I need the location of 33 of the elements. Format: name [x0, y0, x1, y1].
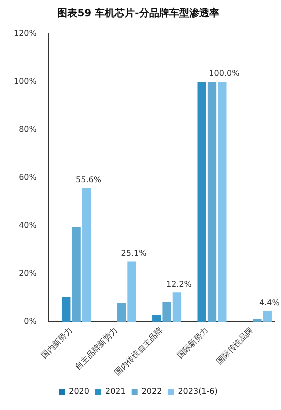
chart-title: 图表59 车机芯片-分品牌车型渗透率	[58, 8, 220, 20]
bar	[253, 319, 262, 322]
bar	[198, 82, 206, 322]
bar	[162, 302, 172, 322]
data-label: 25.1%	[121, 248, 148, 258]
x-tick-label: 国际新势力	[175, 326, 210, 361]
bar	[72, 227, 81, 322]
y-tick-label: 0%	[24, 317, 38, 326]
y-tick-label: 100%	[14, 77, 38, 86]
legend-label: 2021	[105, 387, 126, 396]
x-tick-label: 国内新势力	[40, 326, 74, 361]
y-tick-label: 80%	[19, 125, 38, 134]
bar	[152, 315, 162, 322]
bar	[128, 262, 136, 322]
bar	[263, 311, 272, 322]
legend-label: 2023(1-6)	[178, 387, 218, 396]
y-tick-label: 20%	[19, 269, 38, 278]
data-label: 12.2%	[166, 280, 192, 289]
bar	[172, 292, 182, 322]
data-label: 55.6%	[76, 176, 102, 185]
bar	[62, 297, 71, 322]
y-tick-label: 40%	[19, 221, 38, 230]
data-label: 100.0%	[209, 69, 240, 78]
legend-label: 2020	[69, 387, 90, 396]
y-tick-label: 60%	[19, 173, 38, 182]
bar	[208, 82, 217, 322]
data-label: 4.4%	[259, 298, 280, 308]
legend-label: 2022	[142, 387, 162, 396]
bar	[82, 188, 92, 322]
bar	[117, 303, 126, 322]
x-tick-label: 国际传统品牌	[214, 326, 256, 366]
bar	[218, 82, 227, 322]
y-tick-label: 120%	[14, 29, 38, 38]
